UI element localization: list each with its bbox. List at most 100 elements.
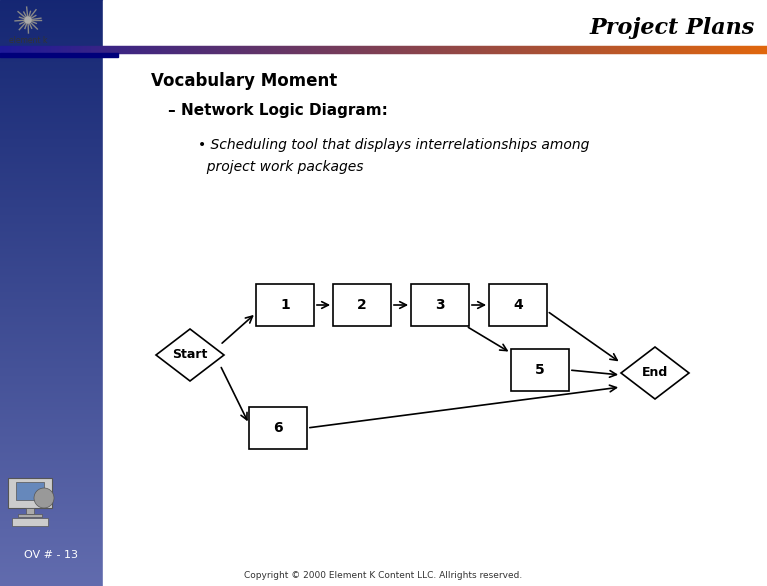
Bar bbox=[495, 46, 496, 53]
Bar bbox=[31, 46, 32, 53]
Bar bbox=[174, 46, 175, 53]
Bar bbox=[45, 46, 46, 53]
Bar bbox=[0, 414, 103, 415]
Bar bbox=[0, 395, 103, 396]
Bar bbox=[213, 46, 214, 53]
Bar bbox=[352, 46, 353, 53]
Bar bbox=[377, 46, 378, 53]
Bar bbox=[226, 46, 227, 53]
Bar bbox=[357, 46, 358, 53]
Bar bbox=[285, 46, 286, 53]
Bar bbox=[0, 24, 103, 25]
Bar bbox=[209, 46, 210, 53]
Bar bbox=[429, 46, 430, 53]
Bar bbox=[0, 77, 103, 78]
Bar bbox=[0, 73, 103, 74]
Bar bbox=[0, 572, 103, 573]
Bar bbox=[657, 46, 658, 53]
Bar bbox=[0, 481, 103, 482]
Bar bbox=[542, 46, 543, 53]
Bar bbox=[0, 25, 103, 26]
Bar bbox=[0, 409, 103, 410]
Bar bbox=[709, 46, 710, 53]
Bar bbox=[0, 35, 103, 36]
Bar bbox=[0, 582, 103, 583]
Bar bbox=[0, 490, 103, 491]
Bar bbox=[0, 514, 103, 515]
Bar bbox=[622, 46, 623, 53]
Bar bbox=[0, 53, 118, 57]
Bar bbox=[680, 46, 681, 53]
Bar bbox=[291, 46, 292, 53]
Bar bbox=[0, 171, 103, 172]
Bar bbox=[387, 46, 388, 53]
Bar bbox=[151, 46, 152, 53]
Bar bbox=[0, 474, 103, 475]
Bar bbox=[701, 46, 702, 53]
Bar bbox=[333, 46, 334, 53]
Bar bbox=[521, 46, 522, 53]
Bar bbox=[0, 406, 103, 407]
Bar bbox=[371, 46, 372, 53]
Bar bbox=[0, 255, 103, 256]
Bar bbox=[631, 46, 632, 53]
Bar bbox=[655, 46, 656, 53]
Bar bbox=[220, 46, 221, 53]
Bar bbox=[153, 46, 154, 53]
Bar bbox=[0, 60, 103, 61]
Bar bbox=[381, 46, 382, 53]
Bar bbox=[0, 400, 103, 401]
Bar bbox=[733, 46, 734, 53]
Bar bbox=[367, 46, 368, 53]
Bar bbox=[0, 130, 103, 131]
Bar bbox=[668, 46, 669, 53]
Bar bbox=[0, 147, 103, 148]
Bar bbox=[201, 46, 202, 53]
Bar bbox=[523, 46, 524, 53]
Bar bbox=[0, 70, 103, 71]
Bar bbox=[0, 308, 103, 309]
Bar bbox=[0, 6, 103, 7]
Bar bbox=[0, 185, 103, 186]
Bar bbox=[0, 362, 103, 363]
Bar bbox=[0, 565, 103, 566]
Bar bbox=[466, 46, 467, 53]
Bar bbox=[544, 46, 545, 53]
Bar bbox=[317, 46, 318, 53]
Bar bbox=[0, 437, 103, 438]
Bar bbox=[0, 23, 103, 24]
Bar bbox=[730, 46, 731, 53]
Bar bbox=[400, 46, 401, 53]
Bar bbox=[0, 535, 103, 536]
Bar bbox=[708, 46, 709, 53]
Bar bbox=[33, 46, 34, 53]
Bar bbox=[0, 550, 103, 551]
Bar bbox=[0, 567, 103, 568]
Bar bbox=[0, 551, 103, 552]
Bar bbox=[0, 26, 103, 27]
Bar bbox=[164, 46, 165, 53]
Bar bbox=[512, 46, 513, 53]
Bar bbox=[650, 46, 651, 53]
Bar bbox=[6, 46, 7, 53]
Bar bbox=[536, 46, 537, 53]
Circle shape bbox=[34, 488, 54, 508]
Bar bbox=[0, 197, 103, 198]
Bar bbox=[304, 46, 305, 53]
Bar bbox=[541, 46, 542, 53]
Bar bbox=[249, 407, 307, 449]
Bar bbox=[0, 476, 103, 477]
Bar bbox=[562, 46, 563, 53]
Bar bbox=[126, 46, 127, 53]
Bar bbox=[103, 0, 767, 586]
Bar bbox=[0, 32, 103, 33]
Bar bbox=[137, 46, 138, 53]
Bar bbox=[556, 46, 557, 53]
Text: 2: 2 bbox=[357, 298, 367, 312]
Bar bbox=[62, 46, 63, 53]
Bar bbox=[0, 154, 103, 155]
Bar bbox=[0, 102, 103, 103]
Bar bbox=[111, 46, 112, 53]
Bar bbox=[311, 46, 312, 53]
Bar bbox=[82, 46, 83, 53]
